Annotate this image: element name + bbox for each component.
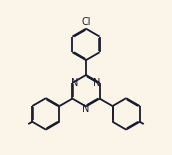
Text: N: N (71, 78, 78, 88)
Text: N: N (82, 104, 90, 114)
Text: N: N (93, 78, 101, 88)
Text: Cl: Cl (81, 17, 91, 27)
